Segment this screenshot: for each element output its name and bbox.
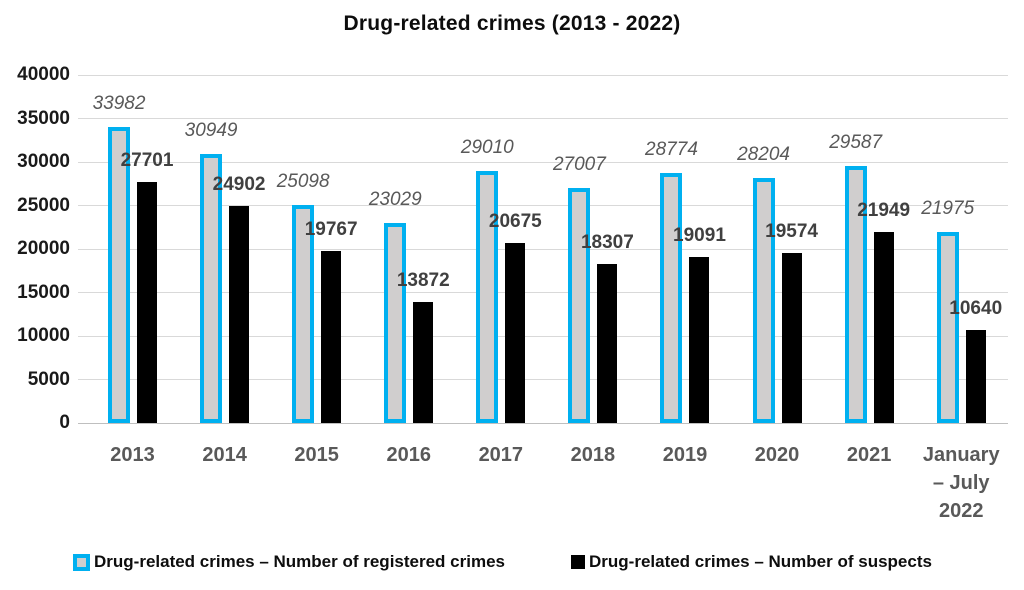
bar-suspects (505, 243, 526, 423)
gridline (78, 118, 1008, 119)
x-axis-category-label: 2020 (754, 444, 800, 466)
x-axis-category-label: January – July 2022 (922, 444, 1000, 522)
legend-label-suspects: Drug-related crimes – Number of suspects (589, 552, 932, 571)
x-axis-category-label: 2016 (386, 444, 431, 466)
data-label-registered: 30949 (184, 119, 238, 141)
gridline (78, 161, 1008, 163)
chart-title: Drug-related crimes (2013 - 2022) (343, 12, 681, 35)
y-axis-tick-label: 35000 (17, 107, 70, 129)
bar-registered-crimes (752, 177, 775, 423)
data-label-suspects: 19091 (673, 224, 726, 246)
bar-suspects (873, 232, 894, 423)
x-axis-category-label: 2017 (478, 444, 524, 466)
y-axis-tick-label: 40000 (17, 64, 70, 85)
bar-suspects (137, 182, 157, 423)
bar-suspects (689, 256, 710, 423)
legend-item-suspects: Drug-related crimes – Number of suspects (571, 550, 932, 574)
data-label-suspects: 18307 (580, 231, 634, 253)
y-axis-tick-label: 25000 (17, 194, 70, 216)
data-label-registered: 33982 (92, 93, 146, 115)
y-axis-tick-label: 20000 (17, 238, 70, 259)
y-axis-tick-label: 5000 (27, 368, 70, 390)
x-axis-category-label: 2014 (202, 444, 247, 466)
data-label-registered: 28774 (645, 138, 698, 160)
bar-registered-crimes (844, 165, 867, 423)
y-axis-tick-label: 30000 (17, 151, 70, 172)
bar-registered-crimes (292, 204, 315, 423)
bar-registered-crimes (384, 222, 407, 423)
bar-suspects (413, 302, 434, 423)
x-axis-category-label: 2018 (570, 444, 616, 466)
gridline (78, 379, 1008, 380)
bar-registered-crimes (660, 172, 683, 423)
gridline (78, 205, 1008, 206)
data-label-suspects: 10640 (949, 298, 1003, 320)
bar-registered-crimes (200, 153, 223, 423)
x-axis-category-label: 2013 (110, 444, 155, 466)
data-label-suspects: 19767 (304, 219, 358, 241)
bar-suspects (321, 251, 342, 423)
data-label-registered: 29587 (829, 131, 883, 153)
y-axis-tick-label: 15000 (17, 281, 70, 303)
legend-item-registered-crimes: Drug-related crimes – Number of register… (73, 550, 505, 574)
legend-swatch-suspects-icon (571, 555, 585, 569)
data-label-suspects: 13872 (396, 270, 450, 292)
bar-registered-crimes (476, 170, 499, 423)
bar-suspects (781, 252, 802, 423)
data-label-suspects: 27701 (120, 150, 174, 171)
data-label-suspects: 24902 (212, 174, 266, 196)
x-axis-category-label: 2021 (846, 444, 892, 466)
gridline (78, 292, 1008, 293)
bar-suspects (229, 206, 250, 423)
data-label-registered: 23029 (368, 188, 422, 210)
y-axis-tick-label: 10000 (17, 325, 70, 346)
legend-label-registered: Drug-related crimes – Number of register… (94, 552, 505, 571)
gridline (78, 422, 1008, 424)
bar-suspects (597, 263, 618, 423)
data-label-registered: 25098 (276, 170, 330, 192)
gridline (78, 335, 1008, 337)
bar-registered-crimes (936, 231, 959, 423)
data-label-registered: 21975 (921, 197, 975, 219)
gridline (78, 74, 1008, 76)
data-label-suspects: 20675 (488, 211, 542, 233)
data-label-registered: 28204 (737, 143, 790, 165)
x-axis-category-label: 2019 (662, 444, 708, 466)
bar-suspects (965, 330, 986, 423)
legend-swatch-registered-icon (73, 553, 90, 571)
bar-registered-crimes (108, 127, 130, 423)
data-label-registered: 29010 (460, 136, 514, 158)
x-axis-category-label: 2015 (294, 444, 339, 466)
gridline (78, 248, 1008, 250)
legend: Drug-related crimes – Number of register… (0, 548, 1024, 574)
data-label-suspects: 19574 (765, 220, 818, 242)
data-label-registered: 27007 (552, 154, 606, 176)
bar-registered-crimes (568, 188, 591, 423)
y-axis-tick-label: 0 (59, 412, 70, 433)
data-label-suspects: 21949 (857, 200, 911, 222)
